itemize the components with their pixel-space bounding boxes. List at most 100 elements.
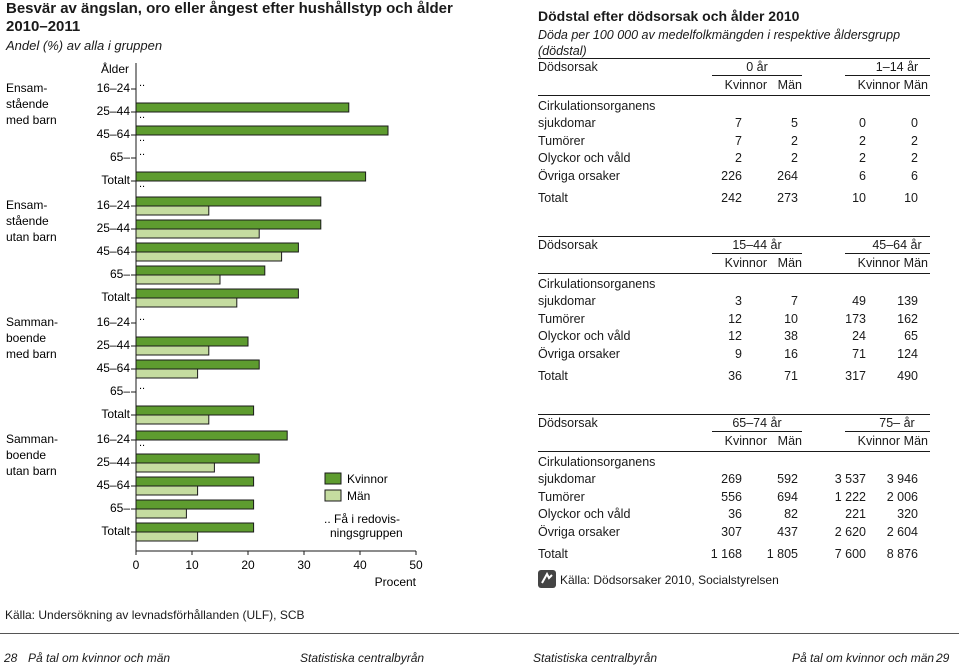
x-tick-label: 10 [185,558,199,572]
age-group-header: 0 år [746,60,768,74]
total-cell: 7 600 [834,547,866,561]
sex-label: Män [777,434,802,448]
category-label: 65– [110,501,130,515]
cause-label-line1: Cirkulationsorganens [538,99,656,113]
x-axis-title: Procent [375,575,417,589]
category-label: Totalt [101,290,130,304]
bar-kvinnor [135,476,255,487]
total-cell: 10 [852,191,866,205]
cause-label: Övriga orsaker [538,524,620,539]
total-cell: 71 [784,369,798,383]
table-cell: 0 [911,116,918,130]
bar-man [135,531,199,542]
table-cell: 2 [791,133,798,148]
age-group-rule [712,431,802,432]
table-cell: 36 [728,507,742,521]
table-header-rule [538,273,930,274]
category-label: 45–64 [97,127,131,141]
table-cell: 6 [911,168,918,183]
table-cell: 139 [897,294,918,308]
bar-kvinnor [135,102,350,113]
bar-kvinnor [135,405,255,416]
sex-label: Män [903,78,928,92]
group-label: stående [6,214,49,228]
group-label: med barn [6,347,57,361]
table-cell: 1 222 [834,489,866,504]
table-col-header: Dödsorsak [538,60,598,74]
total-cell: 490 [897,369,918,383]
table-col-header: Dödsorsak [538,416,598,430]
cause-label: Olyckor och våld [538,151,631,165]
group-label: Ensam- [6,198,47,212]
footer-rule [0,633,959,634]
table-cell: 226 [721,168,742,183]
cause-label: Tumörer [538,311,585,326]
age-group-rule [845,431,930,432]
table-cell: 10 [784,311,798,326]
footer-left-org: Statistiska centralbyrån [300,651,425,665]
bar-kvinnor [135,359,260,370]
table-cell: 3 537 [834,472,866,486]
age-group-header: 1–14 år [875,60,919,74]
table-cell: 264 [777,168,798,183]
sex-label: Kvinnor [724,256,767,270]
category-label: 65– [110,267,130,281]
table-cell: 5 [791,116,798,130]
group-label: Samman- [6,432,58,446]
table-cell: 269 [721,472,742,486]
table-cell: 38 [784,329,798,343]
missing-marker: .. [139,77,145,89]
bar-man [135,508,187,519]
table-cell: 2 620 [834,524,866,539]
table-cell: 124 [897,346,918,361]
table-cell: 221 [845,507,866,521]
cause-label: Olyckor och våld [538,329,631,343]
missing-marker: .. [139,311,145,323]
category-label: 45–64 [97,478,131,492]
total-cell: 10 [904,191,918,205]
cause-label: Övriga orsaker [538,168,620,183]
footer-right-org: Statistiska centralbyrån [533,651,658,665]
total-cell: 242 [721,191,742,205]
cause-label-line1: Cirkulationsorganens [538,455,656,469]
footer-left-page: 28 [4,651,18,665]
table-cell: 2 [791,151,798,165]
table-cell: 16 [784,346,798,361]
age-group-header: 45–64 år [872,238,922,252]
missing-marker: .. [139,380,145,392]
bar-kvinnor [135,336,249,347]
age-group-header: 75– år [879,416,915,430]
table-cell: 0 [859,116,866,130]
table-header-rule [538,451,930,452]
total-cell: 8 876 [886,547,918,561]
category-label: 45–64 [97,361,131,375]
table-cell: 162 [897,311,918,326]
bar-kvinnor [135,430,288,441]
group-label: Ensam- [6,81,47,95]
total-cell: 1 168 [710,547,742,561]
category-label: Totalt [101,407,130,421]
sex-label: Män [903,434,928,448]
x-tick-label: 0 [133,558,140,572]
bar-kvinnor [135,288,299,299]
group-label: Samman- [6,315,58,329]
sex-label: Kvinnor [857,256,900,270]
group-label: boende [6,331,46,345]
table-cell: 6 [859,168,866,183]
group-label: utan barn [6,464,57,478]
bar-kvinnor [135,242,299,253]
table-cell: 320 [897,507,918,521]
bar-man [135,297,238,308]
age-group-rule [845,253,930,254]
bar-kvinnor [135,196,322,207]
table-cell: 437 [777,524,798,539]
table-cell: 82 [784,507,798,521]
x-tick-label: 40 [353,558,367,572]
table-subtitle: Döda per 100 000 av medelfolkmängden i r… [538,28,901,58]
bar-man [135,485,199,496]
missing-marker: .. [139,132,145,144]
table-cell: 592 [777,472,798,486]
table-cell: 2 [735,151,742,165]
total-label: Totalt [538,369,568,383]
sex-label: Män [903,256,928,270]
